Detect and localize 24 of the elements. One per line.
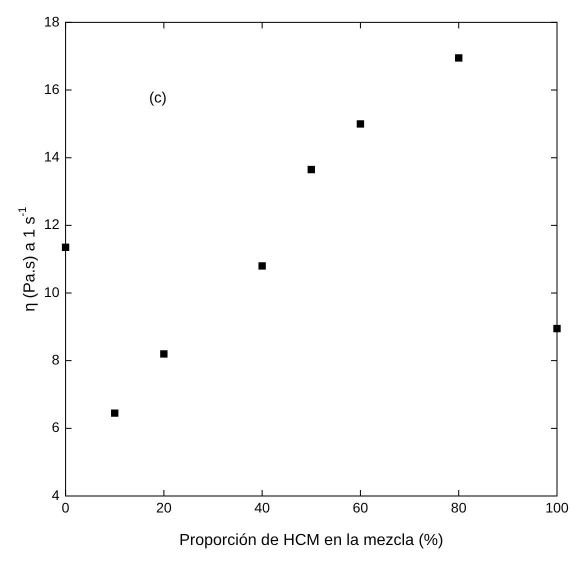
y-axis-title: η (Pa.s) a 1 s-1 bbox=[17, 206, 38, 312]
x-tick-label: 0 bbox=[62, 499, 70, 516]
point bbox=[356, 120, 364, 128]
point bbox=[111, 409, 118, 417]
x-tick-label: 40 bbox=[254, 499, 270, 516]
x-tick-label: 80 bbox=[450, 499, 467, 516]
y-tick-label: 10 bbox=[44, 284, 60, 300]
x-tick-label: 20 bbox=[156, 499, 172, 516]
y-tick-label: 8 bbox=[52, 352, 60, 368]
y-tick-label: 14 bbox=[44, 148, 60, 165]
annotation: (c) bbox=[149, 89, 167, 106]
point bbox=[455, 54, 462, 62]
point bbox=[258, 262, 266, 270]
x-tick-label: 60 bbox=[352, 499, 368, 516]
point bbox=[160, 350, 168, 358]
y-tick-label: 6 bbox=[52, 419, 60, 436]
x-axis-title: Proporción de HCM en la mezcla (%) bbox=[179, 532, 444, 549]
point bbox=[62, 244, 70, 252]
y-tick-label: 18 bbox=[44, 13, 60, 30]
x-tick-label: 100 bbox=[545, 499, 569, 516]
y-tick-label: 12 bbox=[44, 216, 60, 232]
y-tick-label: 16 bbox=[44, 80, 60, 97]
y-tick-label: 4 bbox=[52, 486, 60, 503]
point bbox=[308, 166, 315, 174]
